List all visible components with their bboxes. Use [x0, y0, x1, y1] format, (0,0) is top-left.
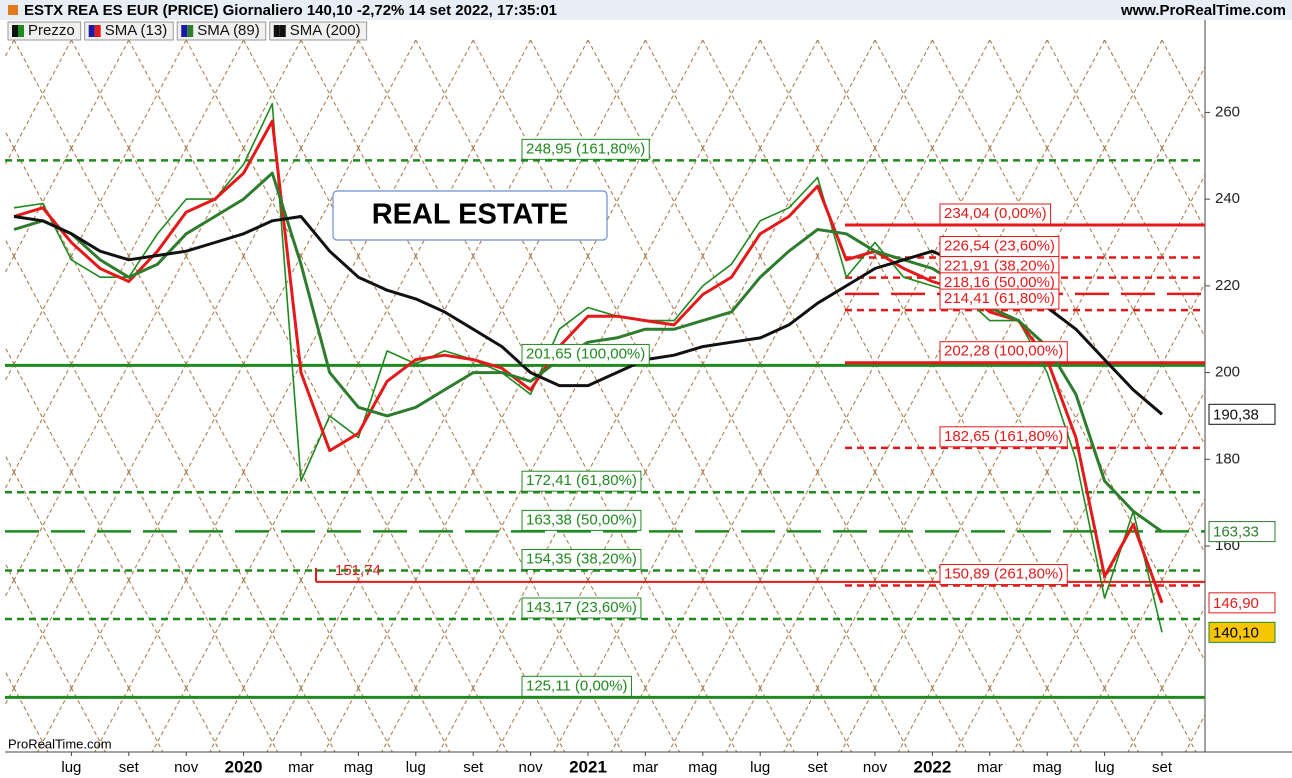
x-tick-label: lug: [1095, 759, 1115, 776]
level-label: 202,28 (100,00%): [944, 343, 1063, 360]
x-tick-label: 2020: [225, 757, 263, 776]
legend-swatch: [273, 25, 280, 37]
legend-box: [7, 21, 82, 41]
x-tick-label: nov: [519, 759, 544, 776]
x-tick-label: set: [808, 759, 829, 776]
x-tick-label: lug: [61, 759, 81, 776]
x-tick-label: mar: [632, 759, 658, 776]
level-label: 172,41 (61,80%): [526, 472, 637, 489]
level-label: 214,41 (61,80%): [944, 290, 1055, 307]
y-tick-label: 200: [1215, 364, 1240, 381]
level-label: 125,11 (0,00%): [526, 677, 627, 694]
end-label: 190,38: [1213, 406, 1259, 423]
level-label: 163,38 (50,00%): [526, 511, 637, 528]
level-label: 201,65 (100,00%): [526, 345, 645, 362]
legend-label: SMA (13): [105, 22, 168, 39]
x-tick-label: nov: [863, 759, 888, 776]
level-label-box: [521, 343, 650, 365]
end-label-box: [1208, 403, 1276, 425]
x-tick-label: nov: [174, 759, 199, 776]
legend-label: SMA (89): [197, 22, 260, 39]
level-label-box: [521, 470, 642, 492]
title-icon: [8, 5, 18, 15]
level-label-box: [939, 564, 1068, 586]
legend-swatch: [88, 25, 95, 37]
legend-swatch: [181, 25, 188, 37]
level-label-box: [521, 509, 642, 531]
level-label: 248,95 (161,80%): [526, 140, 645, 157]
x-tick-label: set: [1152, 759, 1173, 776]
annotation-box: [332, 190, 608, 241]
level-label-box: [521, 597, 642, 619]
level-label: 221,91 (38,20%): [944, 258, 1055, 275]
level-label: 150,89 (261,80%): [944, 566, 1063, 583]
chart-title: ESTX REA ES EUR (PRICE) Giornaliero 140,…: [24, 2, 557, 19]
legend-swatch: [12, 25, 18, 37]
legend-box: [176, 21, 267, 41]
y-tick-label: 220: [1215, 277, 1240, 294]
y-tick-label: 180: [1215, 450, 1240, 467]
y-tick-label: 240: [1215, 190, 1240, 207]
x-tick-label: set: [119, 759, 140, 776]
level-label-box: [521, 549, 642, 571]
legend-label: Prezzo: [28, 22, 75, 39]
x-tick-label: lug: [750, 759, 770, 776]
low-label: 151,74: [335, 562, 381, 579]
x-tick-label: mag: [344, 759, 373, 776]
legend-swatch: [279, 25, 286, 37]
level-label: 154,35 (38,20%): [526, 550, 637, 567]
title-bar: [0, 0, 1292, 20]
legend-box: [269, 21, 368, 41]
x-tick-label: lug: [406, 759, 426, 776]
x-tick-label: mag: [1033, 759, 1062, 776]
legend-label: SMA (200): [290, 22, 361, 39]
level-label: 182,65 (161,80%): [944, 428, 1063, 445]
x-tick-label: 2022: [913, 757, 951, 776]
x-tick-label: mag: [688, 759, 717, 776]
legend-swatch: [187, 25, 194, 37]
level-label: 226,54 (23,60%): [944, 237, 1055, 254]
level-label-box: [521, 675, 632, 697]
legend-swatch: [18, 25, 24, 37]
level-label-box: [939, 426, 1068, 448]
x-tick-label: mar: [288, 759, 314, 776]
x-tick-label: set: [463, 759, 484, 776]
level-label-box: [939, 203, 1052, 225]
x-tick-label: 2021: [569, 757, 607, 776]
level-label-box: [939, 288, 1060, 310]
x-tick-label: mar: [977, 759, 1003, 776]
legend-box: [84, 21, 174, 41]
legend-swatch: [94, 25, 101, 37]
annotation: REAL ESTATE: [372, 199, 569, 231]
level-label-box: [521, 138, 650, 160]
end-label: 163,33: [1213, 524, 1259, 541]
end-label-box: [1208, 592, 1276, 614]
end-label-box: [1208, 621, 1276, 643]
level-label: 218,16 (50,00%): [944, 274, 1055, 291]
end-label: 146,90: [1213, 595, 1259, 612]
source: www.ProRealTime.com: [1120, 2, 1286, 19]
level-label: 143,17 (23,60%): [526, 599, 637, 616]
end-label-box: [1208, 521, 1276, 543]
level-label-box: [939, 341, 1068, 363]
end-label: 140,10: [1213, 624, 1259, 641]
watermark: ProRealTime.com: [8, 736, 112, 751]
level-label: 234,04 (0,00%): [944, 205, 1047, 222]
y-tick-label: 260: [1215, 103, 1240, 120]
legend: Prezzo SMA (13) SMA (89) SMA (200): [7, 21, 368, 41]
